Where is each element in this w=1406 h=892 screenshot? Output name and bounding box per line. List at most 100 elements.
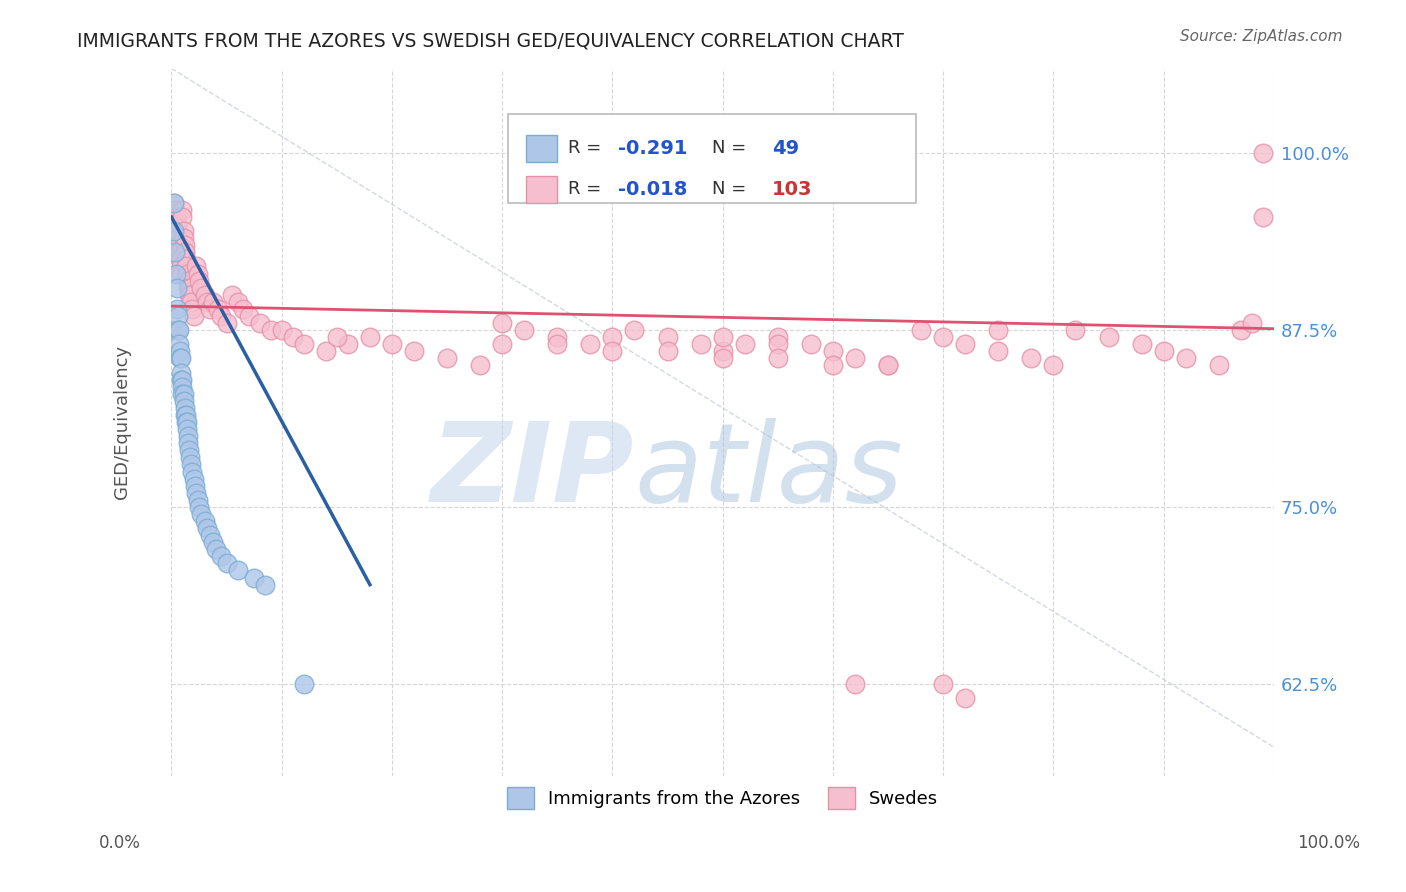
Point — [1240, 316, 1263, 330]
Point — [226, 294, 249, 309]
Text: atlas: atlas — [634, 418, 903, 525]
Point — [315, 344, 337, 359]
Point — [1064, 323, 1087, 337]
Point — [204, 542, 226, 557]
Point — [821, 359, 844, 373]
Point — [169, 351, 191, 366]
Point — [877, 359, 900, 373]
Point — [1042, 359, 1064, 373]
Point — [188, 274, 211, 288]
Point — [169, 344, 191, 359]
Point — [167, 224, 190, 238]
Point — [177, 287, 200, 301]
Point — [163, 245, 186, 260]
Point — [183, 478, 205, 492]
Point — [176, 267, 198, 281]
Point — [193, 287, 215, 301]
Text: N =: N = — [711, 139, 752, 158]
Point — [181, 465, 204, 479]
Point — [170, 260, 193, 274]
FancyBboxPatch shape — [508, 114, 915, 202]
Point — [1251, 146, 1274, 161]
Point — [910, 323, 932, 337]
Point — [177, 429, 200, 443]
Point — [198, 528, 221, 542]
Point — [491, 316, 513, 330]
Point — [546, 337, 568, 351]
Point — [491, 337, 513, 351]
Point — [1230, 323, 1253, 337]
Point — [766, 351, 789, 366]
Bar — [526, 176, 557, 202]
Point — [381, 337, 404, 351]
Point — [190, 507, 212, 521]
Point — [167, 238, 190, 252]
Point — [172, 379, 194, 393]
Point — [987, 344, 1010, 359]
Text: Source: ZipAtlas.com: Source: ZipAtlas.com — [1180, 29, 1343, 44]
Point — [177, 443, 200, 458]
Point — [1174, 351, 1197, 366]
Point — [173, 238, 195, 252]
Point — [254, 577, 277, 591]
Text: ZIP: ZIP — [432, 418, 634, 525]
Point — [180, 458, 202, 472]
Point — [167, 309, 190, 323]
Point — [1130, 337, 1153, 351]
Point — [173, 408, 195, 422]
Point — [711, 344, 734, 359]
Point — [173, 245, 195, 260]
Point — [436, 351, 458, 366]
Point — [877, 359, 900, 373]
Point — [402, 344, 425, 359]
Point — [174, 408, 197, 422]
Point — [174, 252, 197, 267]
Point — [243, 570, 266, 584]
Point — [260, 323, 283, 337]
Point — [173, 231, 195, 245]
Point — [209, 549, 232, 564]
Point — [163, 202, 186, 217]
Point — [165, 267, 187, 281]
Point — [844, 351, 866, 366]
Point — [1153, 344, 1175, 359]
Point — [174, 260, 197, 274]
Point — [821, 344, 844, 359]
Point — [195, 294, 218, 309]
Point — [188, 500, 211, 514]
Point — [766, 330, 789, 344]
Point — [468, 359, 491, 373]
Point — [173, 224, 195, 238]
Point — [165, 210, 187, 224]
Point — [167, 231, 190, 245]
Text: IMMIGRANTS FROM THE AZORES VS SWEDISH GED/EQUIVALENCY CORRELATION CHART: IMMIGRANTS FROM THE AZORES VS SWEDISH GE… — [77, 31, 904, 50]
Point — [207, 301, 229, 316]
Point — [163, 195, 186, 210]
Point — [270, 323, 292, 337]
Point — [183, 472, 205, 486]
Text: 0.0%: 0.0% — [98, 834, 141, 852]
Point — [172, 386, 194, 401]
Point — [166, 281, 188, 295]
Point — [170, 267, 193, 281]
Point — [173, 386, 195, 401]
Point — [187, 492, 209, 507]
Text: R =: R = — [568, 180, 607, 198]
Point — [187, 267, 209, 281]
Point — [167, 323, 190, 337]
Point — [190, 281, 212, 295]
Text: GED/Equivalency: GED/Equivalency — [112, 345, 131, 500]
Point — [180, 294, 202, 309]
Point — [232, 301, 254, 316]
Point — [1208, 359, 1230, 373]
Point — [170, 366, 193, 380]
Point — [166, 301, 188, 316]
Point — [326, 330, 349, 344]
Point — [167, 337, 190, 351]
Point — [179, 287, 201, 301]
Point — [281, 330, 304, 344]
Point — [170, 373, 193, 387]
Point — [602, 344, 624, 359]
Text: 100.0%: 100.0% — [1298, 834, 1360, 852]
Point — [170, 351, 193, 366]
